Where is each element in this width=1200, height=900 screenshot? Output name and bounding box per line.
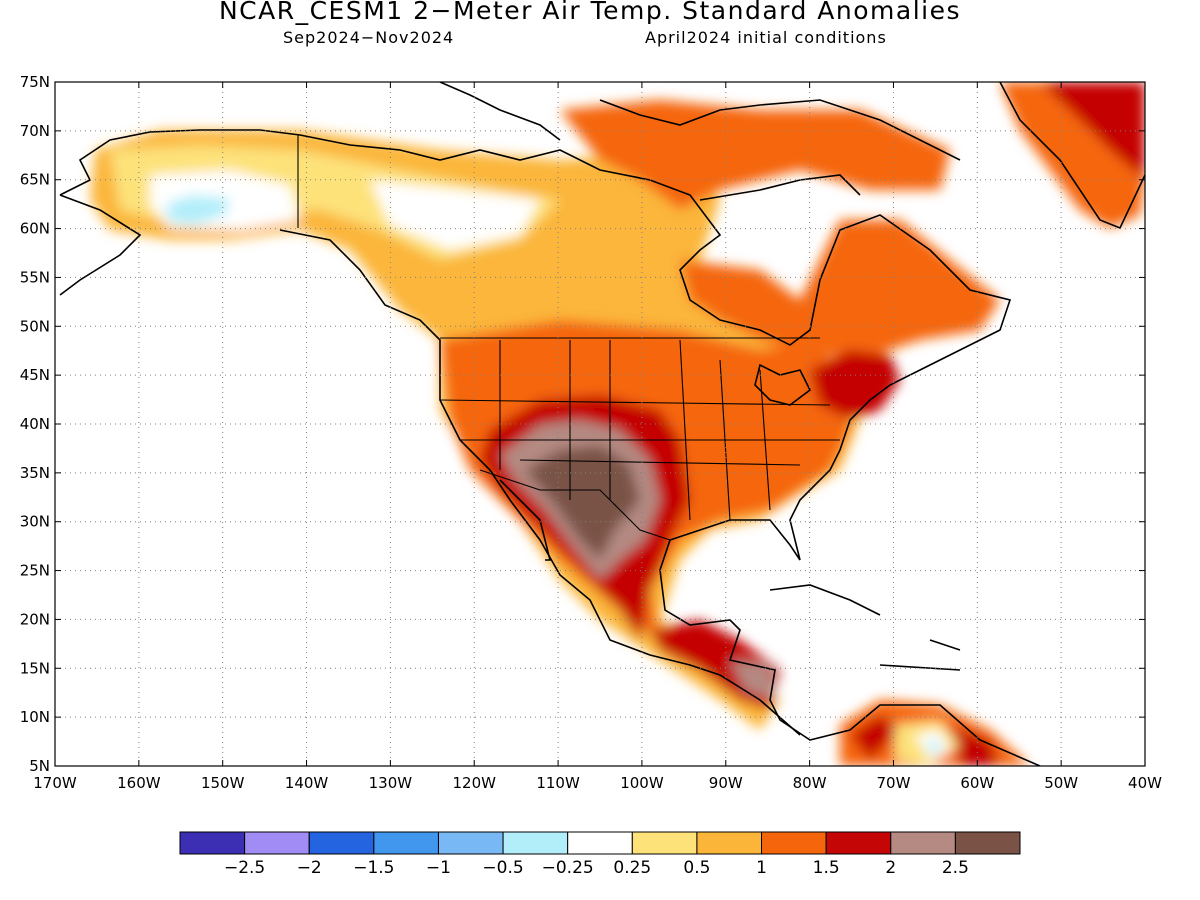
lon-tick-label: 90W xyxy=(709,774,743,792)
colorbar-swatch xyxy=(502,831,569,855)
colorbar-swatch xyxy=(696,831,763,855)
colorbar-swatch xyxy=(373,831,439,855)
colorbar-label: 0.5 xyxy=(683,858,710,878)
lat-tick-label: 10N xyxy=(20,708,50,726)
lat-tick-label: 20N xyxy=(20,610,50,628)
colorbar-label: −1.5 xyxy=(353,858,394,878)
colorbar-label: −0.5 xyxy=(482,858,523,878)
lon-tick-label: 170W xyxy=(33,774,77,792)
colorbar-label: 2 xyxy=(885,858,896,878)
lat-tick-label: 45N xyxy=(20,366,50,384)
colorbar-swatch xyxy=(179,831,246,855)
field-red-northeast xyxy=(810,350,900,420)
colorbar-label: 0.25 xyxy=(613,858,651,878)
lat-tick-label: 25N xyxy=(20,562,50,580)
lat-tick-label: 50N xyxy=(20,317,50,335)
political-borders xyxy=(297,135,840,541)
lat-tick-label: 65N xyxy=(20,171,50,189)
lat-tick-label: 60N xyxy=(20,220,50,238)
colorbar-label: −1 xyxy=(426,858,451,878)
colorbar-label: −2 xyxy=(297,858,322,878)
lon-tick-label: 140W xyxy=(285,774,329,792)
colorbar-swatch xyxy=(308,831,375,855)
lat-tick-label: 55N xyxy=(20,268,50,286)
lon-tick-label: 150W xyxy=(201,774,245,792)
lat-tick-label: 5N xyxy=(29,757,50,775)
lon-tick-label: 130W xyxy=(369,774,413,792)
graticule xyxy=(55,82,1145,766)
lon-tick-label: 80W xyxy=(793,774,827,792)
colorbar-swatch xyxy=(244,831,310,855)
lon-tick-label: 160W xyxy=(117,774,161,792)
initial-conditions: April2024 initial conditions xyxy=(645,28,887,47)
lon-tick-label: 110W xyxy=(536,774,580,792)
forecast-period: Sep2024−Nov2024 xyxy=(283,28,455,47)
colorbar-swatch xyxy=(954,831,1021,855)
colorbar-label: 2.5 xyxy=(942,858,969,878)
colorbar-swatch xyxy=(761,831,827,855)
lon-tick-label: 50W xyxy=(1044,774,1078,792)
lon-tick-label: 60W xyxy=(960,774,994,792)
field-tan-central-america xyxy=(730,660,775,700)
field-white-alaska-yukon xyxy=(150,170,540,250)
field-south-america-red xyxy=(850,715,1000,766)
colorbar-label: −2.5 xyxy=(224,858,265,878)
colorbar-label: 1 xyxy=(756,858,767,878)
field-brown-southwest xyxy=(525,445,640,560)
colorbar-swatch xyxy=(890,831,956,855)
colorbar-label: 1.5 xyxy=(813,858,840,878)
colorbar-label: −0.25 xyxy=(542,858,594,878)
lat-tick-label: 40N xyxy=(20,415,50,433)
colorbar-swatch xyxy=(437,831,504,855)
lat-tick-label: 70N xyxy=(20,122,50,140)
colorbar: −2.5 −2 −1.5 −1 −0.5 −0.25 0.25 0.5 1 1.5 2 2.5 xyxy=(179,831,1021,878)
lat-tick-label: 75N xyxy=(20,73,50,91)
field-orange-greenland xyxy=(1000,82,1145,228)
lat-tick-label: 35N xyxy=(20,464,50,482)
lon-tick-label: 100W xyxy=(620,774,664,792)
colorbar-swatch xyxy=(567,831,633,855)
lon-tick-label: 40W xyxy=(1128,774,1162,792)
map-title: NCAR_CESM1 2−Meter Air Temp. Standard An… xyxy=(218,0,962,25)
lon-tick-label: 70W xyxy=(877,774,911,792)
colorbar-swatch xyxy=(825,831,892,855)
axis-ticks: 170W 160W 150W 140W 130W 120W 110W 100W 90W 80W 70… xyxy=(20,73,1162,792)
field-orange-canada-east xyxy=(680,220,1000,360)
lat-tick-label: 15N xyxy=(20,659,50,677)
lat-tick-label: 30N xyxy=(20,513,50,531)
coastlines xyxy=(59,82,1145,766)
anomaly-field xyxy=(55,82,1145,766)
field-south-america-blue xyxy=(928,740,940,754)
colorbar-swatch xyxy=(631,831,698,855)
lon-tick-label: 120W xyxy=(452,774,496,792)
field-blue-alaska xyxy=(165,195,230,225)
